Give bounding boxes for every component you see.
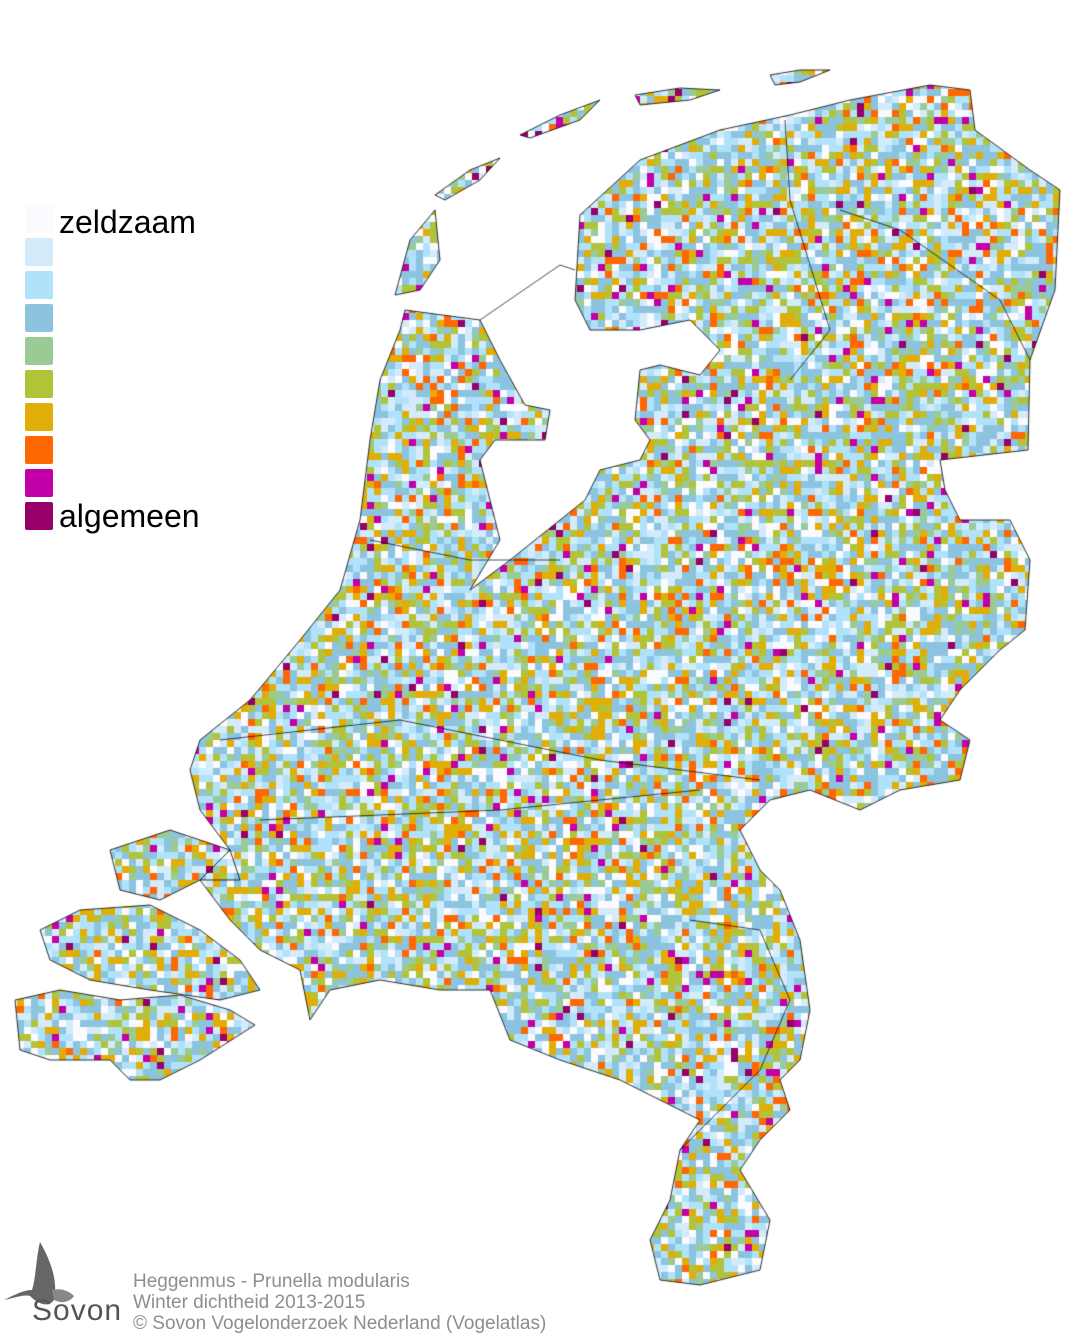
legend-swatch bbox=[25, 370, 53, 398]
sovon-logo-text: Sovon bbox=[32, 1294, 123, 1327]
legend-swatch bbox=[25, 403, 53, 431]
legend-swatch bbox=[25, 304, 53, 332]
legend-swatch bbox=[25, 337, 53, 365]
legend-label-common: algemeen bbox=[59, 498, 200, 534]
legend-swatch bbox=[25, 271, 53, 299]
legend-swatch bbox=[25, 436, 53, 464]
legend-swatch bbox=[25, 205, 53, 233]
legend-swatch bbox=[25, 469, 53, 497]
sovon-swallow-logo-icon bbox=[4, 1242, 74, 1305]
copyright: © Sovon Vogelonderzoek Nederland (Vogela… bbox=[133, 1313, 547, 1334]
species-name: Heggenmus - Prunella modularis bbox=[133, 1271, 410, 1292]
legend-label-rare: zeldzaam bbox=[59, 204, 196, 240]
map-caption: Heggenmus - Prunella modularis Winter di… bbox=[133, 1271, 546, 1334]
map-period: Winter dichtheid 2013-2015 bbox=[133, 1292, 366, 1313]
legend-swatch bbox=[25, 502, 53, 530]
legend-swatch bbox=[25, 238, 53, 266]
